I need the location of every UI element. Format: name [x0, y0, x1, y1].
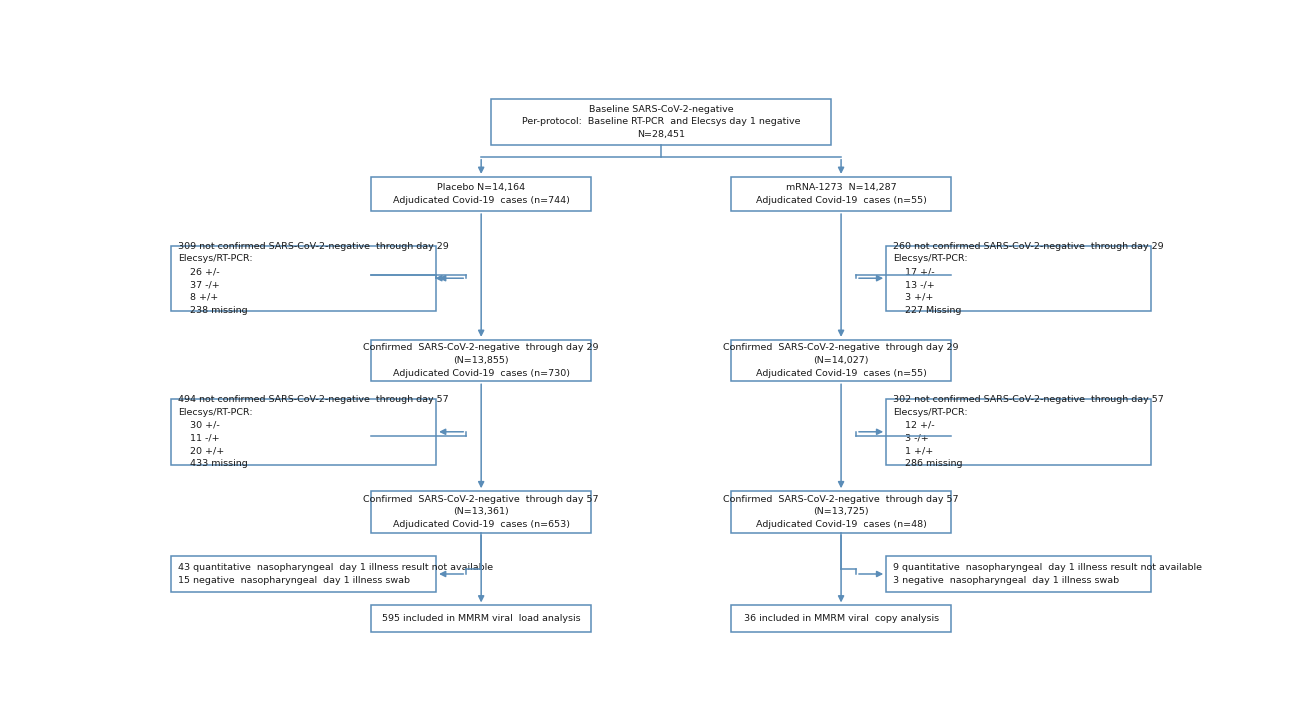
FancyBboxPatch shape — [731, 177, 951, 211]
FancyBboxPatch shape — [491, 99, 831, 145]
Text: 309 not confirmed SARS-CoV-2-negative  through day 29
Elecsys/RT-PCR:
    26 +/-: 309 not confirmed SARS-CoV-2-negative th… — [178, 242, 449, 315]
Text: Confirmed  SARS-CoV-2-negative  through day 57
(N=13,725)
Adjudicated Covid-19  : Confirmed SARS-CoV-2-negative through da… — [724, 495, 958, 529]
Text: 302 not confirmed SARS-CoV-2-negative  through day 57
Elecsys/RT-PCR:
    12 +/-: 302 not confirmed SARS-CoV-2-negative th… — [893, 395, 1164, 469]
Text: 494 not confirmed SARS-CoV-2-negative  through day 57
Elecsys/RT-PCR:
    30 +/-: 494 not confirmed SARS-CoV-2-negative th… — [178, 395, 449, 469]
Text: Confirmed  SARS-CoV-2-negative  through day 29
(N=14,027)
Adjudicated Covid-19  : Confirmed SARS-CoV-2-negative through da… — [724, 343, 958, 378]
Text: 36 included in MMRM viral  copy analysis: 36 included in MMRM viral copy analysis — [743, 614, 939, 623]
Text: Baseline SARS-CoV-2-negative
Per-protocol:  Baseline RT-PCR  and Elecsys day 1 n: Baseline SARS-CoV-2-negative Per-protoco… — [522, 104, 800, 139]
FancyBboxPatch shape — [731, 340, 951, 382]
FancyBboxPatch shape — [172, 556, 436, 592]
FancyBboxPatch shape — [372, 491, 591, 533]
FancyBboxPatch shape — [886, 246, 1151, 311]
Text: 9 quantitative  nasopharyngeal  day 1 illness result not available
3 negative  n: 9 quantitative nasopharyngeal day 1 illn… — [893, 563, 1202, 585]
FancyBboxPatch shape — [731, 491, 951, 533]
FancyBboxPatch shape — [172, 399, 436, 464]
FancyBboxPatch shape — [886, 399, 1151, 464]
FancyBboxPatch shape — [372, 340, 591, 382]
Text: 260 not confirmed SARS-CoV-2-negative  through day 29
Elecsys/RT-PCR:
    17 +/-: 260 not confirmed SARS-CoV-2-negative th… — [893, 242, 1164, 315]
FancyBboxPatch shape — [886, 556, 1151, 592]
Text: Placebo N=14,164
Adjudicated Covid-19  cases (n=744): Placebo N=14,164 Adjudicated Covid-19 ca… — [392, 183, 570, 205]
FancyBboxPatch shape — [172, 246, 436, 311]
Text: Confirmed  SARS-CoV-2-negative  through day 57
(N=13,361)
Adjudicated Covid-19  : Confirmed SARS-CoV-2-negative through da… — [364, 495, 599, 529]
Text: 595 included in MMRM viral  load analysis: 595 included in MMRM viral load analysis — [382, 614, 580, 623]
FancyBboxPatch shape — [372, 606, 591, 632]
Text: mRNA-1273  N=14,287
Adjudicated Covid-19  cases (n=55): mRNA-1273 N=14,287 Adjudicated Covid-19 … — [756, 183, 926, 205]
Text: 43 quantitative  nasopharyngeal  day 1 illness result not available
15 negative : 43 quantitative nasopharyngeal day 1 ill… — [178, 563, 493, 585]
FancyBboxPatch shape — [372, 177, 591, 211]
Text: Confirmed  SARS-CoV-2-negative  through day 29
(N=13,855)
Adjudicated Covid-19  : Confirmed SARS-CoV-2-negative through da… — [364, 343, 599, 378]
FancyBboxPatch shape — [731, 606, 951, 632]
